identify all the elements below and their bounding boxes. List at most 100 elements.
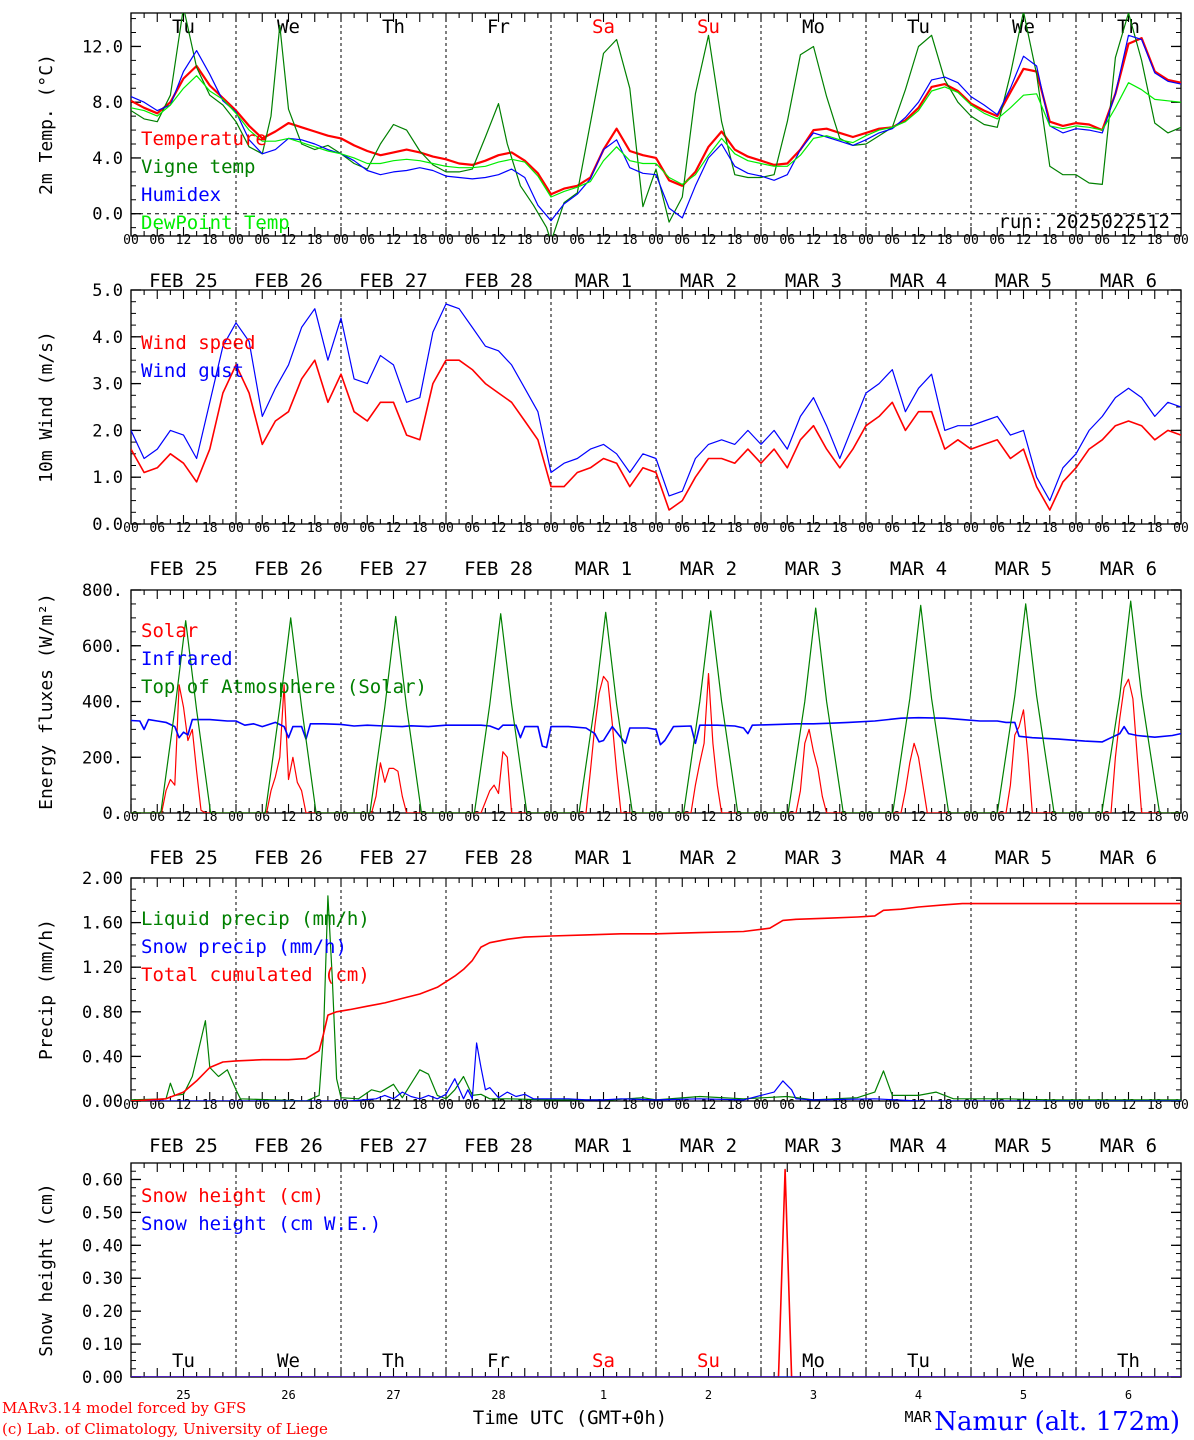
hour-tick-label: 06 xyxy=(569,233,585,248)
y-tick-label: 0.00 xyxy=(82,1368,123,1388)
hour-tick-label: 00 xyxy=(858,1098,874,1113)
weekday-label: Su xyxy=(697,1350,720,1372)
weekday-label: Th xyxy=(382,1350,405,1372)
date-label: FEB 26 xyxy=(254,1135,323,1157)
hour-tick-label: 18 xyxy=(937,810,953,825)
hour-tick-label: 12 xyxy=(1016,810,1032,825)
date-label: FEB 28 xyxy=(464,1135,533,1157)
series-line xyxy=(131,1168,1181,1377)
hour-tick-label: 12 xyxy=(1121,810,1137,825)
day-number-label: 5 xyxy=(1020,1388,1027,1402)
hour-tick-label: 00 xyxy=(1068,233,1084,248)
y-tick-label: 12.0 xyxy=(82,37,123,57)
date-label: FEB 28 xyxy=(464,270,533,292)
y-tick-label: 0.60 xyxy=(82,1170,123,1190)
y-axis-title: Energy fluxes (W/m²) xyxy=(36,593,57,810)
hour-tick-label: 12 xyxy=(281,521,297,536)
y-tick-label: 1.20 xyxy=(82,958,123,978)
y-axis-title: Precip (mm/h) xyxy=(36,919,57,1060)
hour-tick-label: 00 xyxy=(753,810,769,825)
hour-tick-label: 18 xyxy=(517,810,533,825)
weekday-label: Sa xyxy=(592,16,615,38)
hour-tick-label: 12 xyxy=(491,810,507,825)
run-label: run: 2025022512 xyxy=(998,211,1170,233)
date-label: MAR 3 xyxy=(785,558,842,580)
hour-tick-label: 00 xyxy=(438,521,454,536)
y-tick-label: 1.0 xyxy=(92,468,123,488)
hour-tick-label: 06 xyxy=(884,233,900,248)
y-tick-label: 0.40 xyxy=(82,1047,123,1067)
hour-tick-label: 06 xyxy=(359,810,375,825)
hour-tick-label: 18 xyxy=(727,233,743,248)
series-line xyxy=(131,673,1181,813)
hour-tick-label: 06 xyxy=(464,521,480,536)
y-tick-label: 0.80 xyxy=(82,1003,123,1023)
hour-tick-label: 18 xyxy=(832,233,848,248)
hour-tick-label: 12 xyxy=(281,1098,297,1113)
series-line xyxy=(131,13,1181,236)
y-tick-label: 800. xyxy=(82,581,123,601)
date-label: MAR 2 xyxy=(680,847,737,869)
hour-tick-label: 00 xyxy=(123,810,139,825)
hour-tick-label: 12 xyxy=(1016,233,1032,248)
date-label: FEB 25 xyxy=(149,1135,218,1157)
hour-tick-label: 06 xyxy=(989,521,1005,536)
panel-4: 0.00 0.40 0.80 1.20 1.60 2.00 Precip (mm/h) 00 0… xyxy=(36,869,1189,1157)
hour-tick-label: 12 xyxy=(806,810,822,825)
y-tick-label: 0.50 xyxy=(82,1203,123,1223)
hour-tick-label: 12 xyxy=(701,233,717,248)
series-line xyxy=(131,303,1181,502)
hour-tick-label: 18 xyxy=(307,810,323,825)
hour-tick-label: 18 xyxy=(937,233,953,248)
legend-entry: Snow height (cm) xyxy=(141,1185,324,1207)
hour-tick-label: 00 xyxy=(648,1098,664,1113)
hour-tick-label: 18 xyxy=(622,810,638,825)
footer: MARv3.14 model forced by GFS (c) Lab. of… xyxy=(2,1399,1180,1438)
hour-tick-label: 00 xyxy=(963,1098,979,1113)
hour-tick-label: 18 xyxy=(1042,1098,1058,1113)
hour-tick-label: 12 xyxy=(806,521,822,536)
hour-tick-label: 00 xyxy=(963,521,979,536)
hour-tick-label: 00 xyxy=(1173,1098,1189,1113)
hour-tick-label: 00 xyxy=(123,521,139,536)
legend-entry: Temperature xyxy=(141,128,267,150)
y-tick-label: 8.0 xyxy=(92,93,123,113)
hour-tick-label: 12 xyxy=(176,521,192,536)
y-tick-label: 0.0 xyxy=(92,205,123,225)
date-label: MAR 1 xyxy=(575,270,632,292)
date-label: MAR 3 xyxy=(785,270,842,292)
month-label: MAR xyxy=(904,1408,932,1426)
station-label: Namur (alt. 172m) xyxy=(934,1407,1180,1437)
day-number-label: 28 xyxy=(491,1388,505,1402)
hour-tick-label: 00 xyxy=(858,810,874,825)
day-number-label: 4 xyxy=(915,1388,922,1402)
legend-entry: Vigne temp xyxy=(141,156,255,178)
hour-tick-label: 06 xyxy=(464,1098,480,1113)
y-tick-label: 600. xyxy=(82,637,123,657)
hour-tick-label: 06 xyxy=(359,233,375,248)
day-number-label: 6 xyxy=(1125,1388,1132,1402)
date-label: MAR 6 xyxy=(1100,847,1157,869)
hour-tick-label: 00 xyxy=(1068,1098,1084,1113)
hour-tick-label: 12 xyxy=(491,1098,507,1113)
hour-tick-label: 18 xyxy=(307,233,323,248)
y-tick-label: 0.40 xyxy=(82,1236,123,1256)
y-tick-label: 400. xyxy=(82,693,123,713)
hour-tick-label: 18 xyxy=(832,521,848,536)
legend-entry: Snow precip (mm/h) xyxy=(141,936,347,958)
date-label: MAR 4 xyxy=(890,270,947,292)
lab-credit: (c) Lab. of Climatology, University of L… xyxy=(2,1420,328,1438)
hour-tick-label: 06 xyxy=(149,810,165,825)
hour-tick-label: 12 xyxy=(491,233,507,248)
date-label: MAR 6 xyxy=(1100,270,1157,292)
hour-tick-label: 06 xyxy=(464,810,480,825)
hour-tick-label: 18 xyxy=(412,810,428,825)
hour-tick-label: 06 xyxy=(779,233,795,248)
y-tick-label: 4.0 xyxy=(92,149,123,169)
date-label: FEB 27 xyxy=(359,847,428,869)
hour-tick-label: 18 xyxy=(622,1098,638,1113)
hour-tick-label: 06 xyxy=(674,233,690,248)
date-label: FEB 27 xyxy=(359,558,428,580)
hour-tick-label: 18 xyxy=(1147,521,1163,536)
hour-tick-label: 00 xyxy=(228,233,244,248)
